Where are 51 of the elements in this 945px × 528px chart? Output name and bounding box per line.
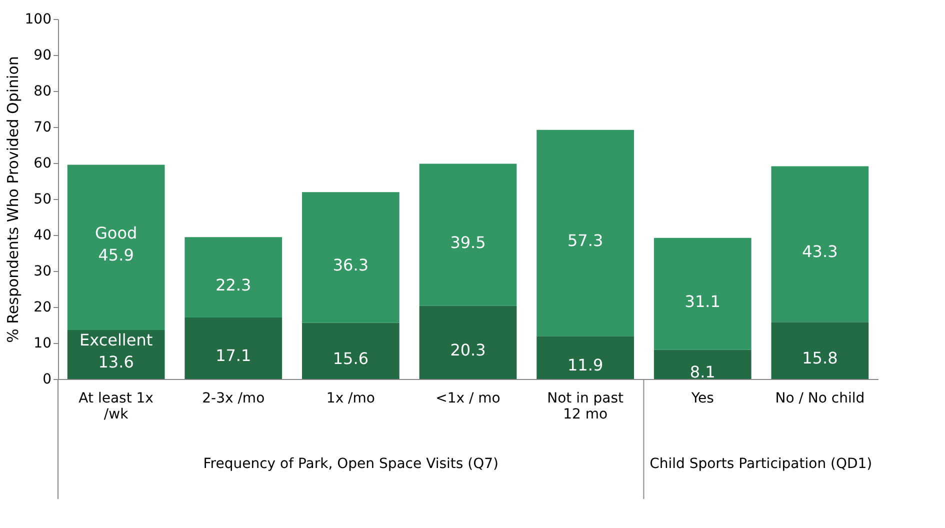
y-tick-label: 70	[34, 120, 52, 136]
y-tick-label: 90	[34, 48, 52, 64]
y-tick-label: 80	[34, 84, 52, 100]
bar	[771, 166, 869, 322]
x-tick-label: No / No child	[775, 390, 865, 406]
y-tick-label: 30	[34, 264, 52, 280]
x-tick-label: 2-3x /mo	[202, 390, 265, 406]
bar	[67, 164, 165, 330]
data-label: 11.9	[568, 356, 604, 375]
x-tick-label: Not in past 12 mo	[547, 390, 624, 422]
data-label: 31.1	[684, 292, 720, 311]
data-label: 17.1	[216, 346, 252, 366]
y-tick-label: 0	[42, 372, 52, 388]
bar	[654, 238, 752, 350]
y-axis-title: % Respondents Who Provided Opinion	[4, 56, 22, 343]
data-label: 43.3	[802, 242, 838, 262]
data-label: 36.3	[332, 256, 368, 274]
x-tick-label: At least 1x /wk	[78, 390, 154, 422]
text: Child Sports Participation (QD1)	[650, 456, 872, 472]
bar	[771, 322, 869, 379]
bar	[184, 317, 282, 379]
data-label: 57.3	[568, 231, 604, 250]
bar	[302, 192, 400, 323]
bar	[184, 237, 282, 318]
bar	[302, 322, 400, 379]
y-tick-label: 100	[24, 12, 52, 28]
bar	[536, 130, 634, 336]
bar	[654, 350, 752, 379]
x-tick-label: 1x /mo	[326, 390, 375, 406]
data-label: 20.3	[450, 340, 486, 360]
data-label: 39.5	[450, 232, 486, 252]
data-label: 15.8	[802, 348, 838, 368]
series-label: Good	[95, 223, 138, 242]
x-tick-label: Yes	[690, 390, 714, 406]
series-label: Excellent	[80, 330, 153, 350]
bar	[67, 330, 165, 379]
data-label: 8.1	[690, 362, 716, 382]
data-label: 15.6	[332, 348, 368, 368]
x-tick-label: <1x / mo	[436, 390, 500, 406]
data-label: 45.9	[98, 245, 134, 264]
data-label: 22.3	[216, 275, 252, 294]
text: Frequency of Park, Open Space Visits (Q7)	[203, 456, 498, 472]
bar	[536, 336, 634, 379]
data-label: 13.6	[98, 352, 134, 372]
bar	[419, 306, 517, 379]
bar	[419, 164, 517, 306]
y-tick-label: 10	[34, 336, 52, 352]
y-tick-label: 40	[34, 228, 52, 244]
y-tick-label: 50	[34, 192, 52, 208]
y-tick-label: 20	[34, 300, 52, 316]
y-tick-label: 60	[34, 156, 52, 172]
